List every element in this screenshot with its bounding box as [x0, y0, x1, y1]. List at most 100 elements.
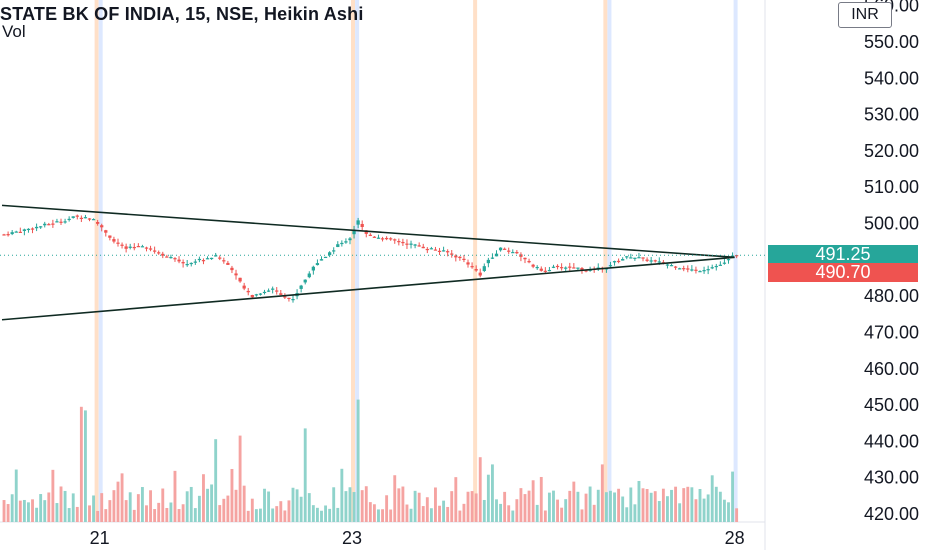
- candle-body: [39, 226, 43, 228]
- candle-body: [307, 273, 311, 278]
- volume-bar: [230, 468, 234, 522]
- volume-bar: [202, 474, 205, 522]
- volume-bar: [279, 501, 283, 522]
- volume-bar: [633, 504, 637, 522]
- volume-bar: [340, 468, 344, 522]
- candle-body: [637, 257, 641, 259]
- volume-bar: [637, 480, 641, 522]
- volume-bar: [193, 508, 197, 522]
- candle-body: [152, 250, 157, 252]
- volume-bar: [462, 503, 466, 522]
- volume-bar: [22, 499, 26, 522]
- candle-body: [657, 261, 661, 263]
- volume-bar: [670, 489, 673, 522]
- candle-body: [209, 257, 214, 260]
- candle-body: [291, 299, 295, 301]
- volume-bar: [320, 510, 323, 522]
- volume-bar: [503, 491, 507, 522]
- volume-bar: [31, 499, 34, 522]
- volume-bar: [454, 477, 458, 522]
- volume-bar: [507, 505, 511, 522]
- volume-bar: [523, 494, 527, 522]
- candle-body: [446, 251, 450, 253]
- candle-body: [87, 218, 92, 220]
- volume-bar: [686, 486, 690, 522]
- volume-bar: [303, 428, 307, 522]
- candle-body: [596, 267, 600, 269]
- candle-body: [2, 234, 6, 236]
- candle-body: [673, 266, 678, 268]
- candle-body: [287, 297, 291, 300]
- volume-bar: [153, 509, 157, 522]
- volume-bar: [393, 475, 397, 522]
- volume-bar: [649, 492, 653, 522]
- volume-bar: [564, 499, 568, 522]
- y-tick-label: 520.00: [864, 141, 919, 161]
- candle-body: [364, 230, 368, 234]
- volume-bar: [368, 502, 372, 522]
- candle-body: [169, 257, 173, 259]
- candle-body: [303, 279, 307, 283]
- candle-body: [315, 263, 320, 266]
- volume-bar: [275, 506, 279, 522]
- volume-bar: [116, 481, 120, 522]
- volume-bar: [405, 504, 409, 522]
- candle-body: [18, 231, 22, 233]
- volume-bar: [169, 502, 173, 522]
- volume-bar: [625, 507, 629, 522]
- volume-bar: [629, 487, 633, 522]
- volume-bar: [482, 499, 486, 522]
- candle-body: [511, 252, 515, 254]
- volume-bar: [238, 435, 242, 522]
- volume-bar: [678, 503, 682, 522]
- volume-bar: [531, 480, 535, 522]
- volume-bar: [145, 505, 148, 522]
- candle-body: [690, 269, 694, 271]
- volume-bar: [381, 509, 384, 522]
- volume-bar: [539, 476, 543, 522]
- volume-bar: [568, 490, 572, 522]
- candle-body: [641, 257, 645, 259]
- volume-bar: [35, 507, 39, 522]
- candle-body: [608, 265, 613, 267]
- volume-bar: [10, 494, 14, 522]
- candle-body: [279, 293, 283, 295]
- y-tick-label: 480.00: [864, 286, 919, 306]
- session-highlights: [94, 0, 738, 522]
- trendline-upper: [1, 204, 735, 259]
- candle-body: [706, 269, 710, 271]
- volume-bar: [576, 491, 580, 522]
- candle-body: [234, 273, 238, 276]
- candle-body: [425, 248, 429, 251]
- volume-indicator-label[interactable]: Vol: [2, 22, 26, 41]
- volume-bar: [547, 492, 551, 522]
- volume-bar: [722, 499, 726, 522]
- candle-body: [405, 243, 409, 245]
- candle-body: [421, 246, 425, 249]
- y-tick-label: 510.00: [864, 177, 919, 197]
- volume-bar: [364, 486, 368, 522]
- candle-body: [91, 219, 96, 221]
- candle-body: [30, 228, 35, 230]
- candle-body: [616, 260, 621, 263]
- candle-body: [201, 260, 206, 262]
- candle-body: [368, 234, 372, 236]
- volume-bar: [727, 502, 730, 522]
- candle-body: [96, 222, 100, 224]
- volume-bar: [486, 474, 490, 522]
- candle-body: [564, 267, 568, 269]
- volume-bar: [474, 493, 478, 522]
- volume-bar: [59, 486, 63, 522]
- volume-bar: [140, 487, 144, 522]
- volume-bar: [6, 504, 10, 522]
- candle-body: [51, 223, 55, 225]
- candle-body: [132, 246, 136, 249]
- volume-bar: [291, 487, 295, 522]
- volume-bar: [588, 486, 592, 522]
- candle-body: [665, 264, 670, 266]
- candle-body: [266, 290, 271, 292]
- currency-badge[interactable]: INR: [838, 2, 892, 28]
- volume-bar: [425, 497, 429, 522]
- volume-bar: [556, 499, 559, 522]
